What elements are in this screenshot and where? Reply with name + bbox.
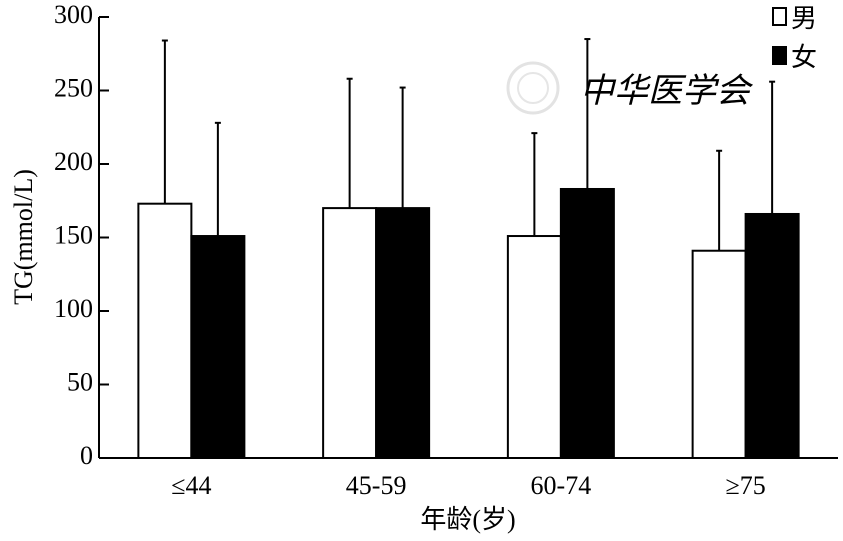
- legend-swatch-female: [772, 46, 787, 65]
- y-tick-label: 50: [67, 367, 93, 396]
- watermark-text: 中华医学会: [580, 73, 754, 110]
- watermark: 中华医学会: [506, 61, 754, 115]
- watermark-seal-icon: [506, 61, 560, 115]
- x-tick-label: 60-74: [531, 471, 592, 500]
- y-tick-label: 300: [54, 0, 93, 29]
- x-ticks: ≤44 45-59 60-74 ≥75: [171, 471, 766, 500]
- bar-male: [137, 202, 193, 459]
- y-tick-label: 150: [54, 220, 93, 249]
- bar-female: [559, 187, 615, 460]
- legend-label-female: 女: [791, 43, 817, 72]
- bar-male: [322, 207, 378, 459]
- y-tick-label: 250: [54, 73, 93, 102]
- y-ticks: 0 50 100 150 200 250 300: [54, 0, 109, 470]
- x-tick-label: ≥75: [725, 471, 765, 500]
- bar-female: [190, 235, 246, 459]
- y-tick-label: 200: [54, 147, 93, 176]
- error-bars: [161, 38, 776, 251]
- legend-label-male: 男: [791, 4, 817, 33]
- legend: 男 女: [772, 4, 817, 72]
- bars: [137, 187, 800, 460]
- watermark-seal-inner: [517, 72, 549, 104]
- x-tick-label: ≤44: [171, 471, 211, 500]
- x-tick-label: 45-59: [346, 471, 407, 500]
- bar-female: [744, 212, 800, 459]
- bar-female: [375, 207, 431, 459]
- bar-male: [506, 235, 562, 459]
- legend-swatch-male: [772, 7, 787, 26]
- bar-male: [691, 249, 747, 459]
- y-tick-label: 100: [54, 294, 93, 323]
- y-axis-label: TG(mmol/L): [9, 169, 38, 305]
- x-axis-label: 年龄(岁): [420, 505, 515, 534]
- y-tick-label: 0: [80, 441, 93, 470]
